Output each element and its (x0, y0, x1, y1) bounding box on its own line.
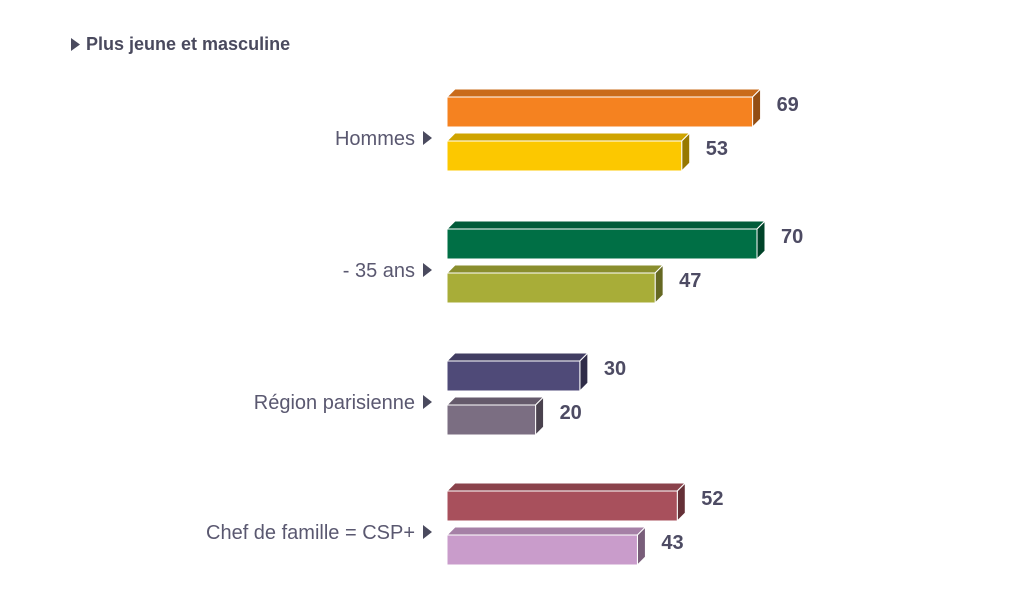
category-label: Chef de famille = CSP+ (206, 522, 415, 544)
category-arrow-icon (423, 395, 432, 409)
bar (446, 534, 638, 566)
bar (446, 272, 656, 304)
category-arrow-icon (423, 131, 432, 145)
bar-top-face (445, 220, 767, 230)
category-label: Hommes (335, 128, 415, 150)
value-label: 20 (560, 402, 582, 424)
bar (446, 490, 678, 522)
chart-title-group: Plus jeune et masculine (71, 34, 290, 55)
triangle-bullet-icon (71, 38, 80, 51)
bar-top-face (445, 526, 647, 536)
value-label: 43 (661, 532, 683, 554)
bar-top-face (445, 132, 691, 142)
bar (446, 96, 754, 128)
bar (446, 360, 581, 392)
bar-top-face (445, 264, 665, 274)
value-label: 53 (706, 138, 728, 160)
category-arrow-icon (423, 263, 432, 277)
category-label: - 35 ans (343, 260, 415, 282)
value-label: 70 (781, 226, 803, 248)
bar (446, 404, 537, 436)
bar-top-face (445, 396, 545, 406)
value-label: 30 (604, 358, 626, 380)
value-label: 69 (777, 94, 799, 116)
chart-title: Plus jeune et masculine (86, 34, 291, 54)
value-label: 47 (679, 270, 701, 292)
bar (446, 140, 683, 172)
category-arrow-icon (423, 525, 432, 539)
value-label: 52 (701, 488, 723, 510)
bar-top-face (445, 88, 762, 98)
bar (446, 228, 758, 260)
category-label: Région parisienne (254, 392, 415, 414)
bar-top-face (445, 482, 687, 492)
bar-top-face (445, 352, 590, 362)
